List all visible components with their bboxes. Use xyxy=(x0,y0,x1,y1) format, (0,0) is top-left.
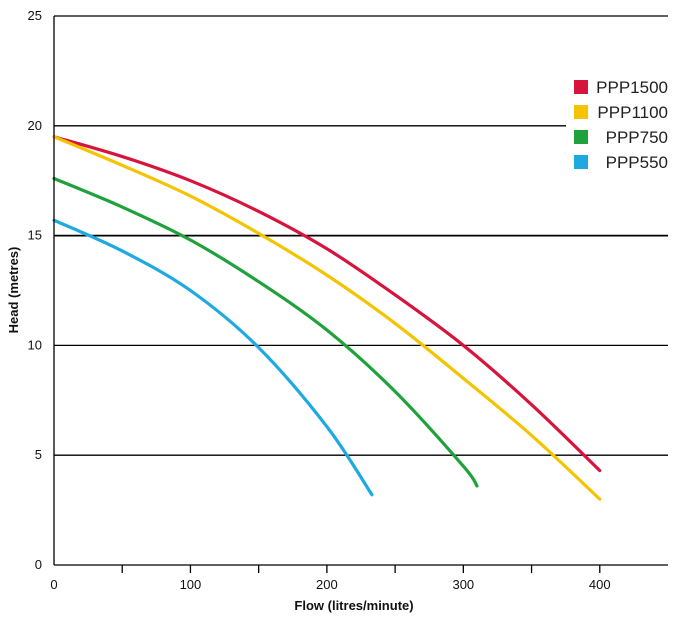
y-tick-label-0: 0 xyxy=(35,557,42,572)
y-tick-label-20: 20 xyxy=(28,118,42,133)
y-tick-label-10: 10 xyxy=(28,337,42,352)
legend-swatch-ppp750 xyxy=(574,130,588,144)
series-line-ppp550 xyxy=(52,218,374,497)
x-tick-label-200: 200 xyxy=(316,577,338,592)
series-layer xyxy=(52,135,602,501)
legend-swatch-ppp550 xyxy=(574,155,588,169)
x-tick-label-300: 300 xyxy=(452,577,474,592)
y-axis-title: Head (metres) xyxy=(6,247,21,334)
axis-layer: 0 5 10 15 20 25 0 100 200 300 400 xyxy=(28,8,668,592)
legend-label-ppp550: PPP550 xyxy=(606,153,668,172)
x-tick-label-0: 0 xyxy=(50,577,57,592)
legend-label-ppp750: PPP750 xyxy=(606,128,668,147)
y-tick-label-25: 25 xyxy=(28,8,42,23)
x-tick-label-100: 100 xyxy=(180,577,202,592)
grid-layer xyxy=(54,15,668,456)
legend-label-ppp1100: PPP1100 xyxy=(597,103,668,122)
legend: PPP1500 PPP1100 PPP750 PPP550 xyxy=(566,74,682,179)
x-axis-title: Flow (litres/minute) xyxy=(294,598,413,613)
series-line-ppp750 xyxy=(52,176,479,488)
x-tick-label-400: 400 xyxy=(589,577,611,592)
y-tick-label-15: 15 xyxy=(28,228,42,243)
legend-label-ppp1500: PPP1500 xyxy=(596,78,668,97)
series-line-ppp1100 xyxy=(52,135,602,501)
y-tick-label-5: 5 xyxy=(35,447,42,462)
legend-swatch-ppp1100 xyxy=(574,105,588,119)
series-line-ppp1500 xyxy=(52,135,602,473)
legend-swatch-ppp1500 xyxy=(574,80,588,94)
